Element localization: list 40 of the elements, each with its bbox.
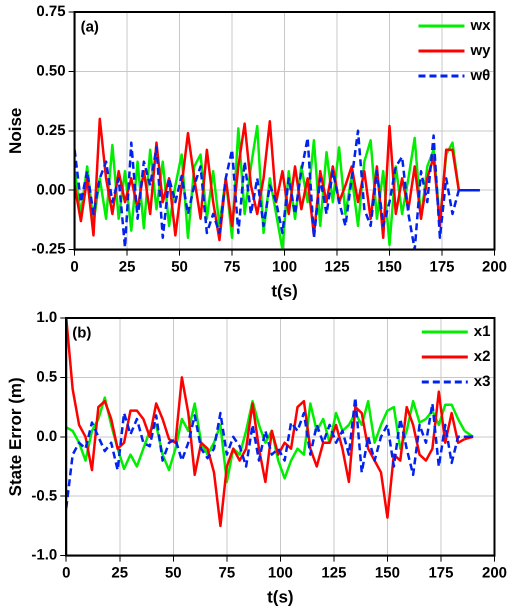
- x-tick-label: 100: [272, 258, 298, 276]
- x-tick-label: 25: [118, 258, 136, 276]
- x-tick-label: 100: [268, 564, 293, 582]
- annotation: (b): [72, 324, 92, 342]
- x-tick-label: 150: [374, 564, 400, 582]
- x-tick-label: 50: [164, 564, 182, 582]
- x-tick-label: 0: [70, 258, 79, 276]
- legend-label: x2: [474, 348, 490, 366]
- y-tick-label: 0.0: [36, 428, 58, 445]
- x-tick-label: 125: [321, 564, 346, 582]
- x-tick-label: 75: [224, 258, 240, 276]
- y-axis-title: Noise: [6, 108, 25, 154]
- x-axis-title: t(s): [271, 281, 298, 300]
- y-tick-label: -0.5: [31, 487, 58, 504]
- legend-label: wx: [469, 17, 492, 34]
- y-tick-label: -1.0: [31, 546, 58, 564]
- y-tick-label: 0.25: [36, 122, 66, 139]
- x-tick-label: 50: [171, 258, 188, 276]
- x-tick-label: 125: [324, 258, 350, 276]
- x-tick-label: 200: [482, 258, 507, 276]
- x-tick-label: 175: [428, 564, 454, 582]
- x-tick-label: 0: [62, 564, 70, 582]
- y-axis-title: State Error (m): [6, 377, 25, 496]
- x-tick-label: 25: [111, 564, 128, 582]
- x-tick-label: 200: [482, 564, 507, 582]
- legend-label: x3: [474, 373, 490, 390]
- x-tick-label: 175: [429, 258, 455, 276]
- x-axis-title: t(s): [267, 587, 294, 606]
- legend-label: wy: [469, 42, 492, 60]
- y-tick-label: 0.00: [36, 181, 66, 198]
- legend-label: x1: [474, 323, 490, 340]
- y-tick-label: 0.50: [36, 62, 66, 80]
- x-tick-label: 150: [376, 258, 402, 276]
- y-tick-label: 0.75: [36, 3, 66, 20]
- annotation: (a): [80, 18, 99, 36]
- legend-label: wθ: [469, 67, 490, 84]
- y-tick-label: 0.5: [36, 368, 58, 386]
- x-tick-label: 75: [218, 564, 236, 582]
- y-tick-label: -0.25: [31, 240, 66, 258]
- y-tick-label: 1.0: [36, 309, 58, 326]
